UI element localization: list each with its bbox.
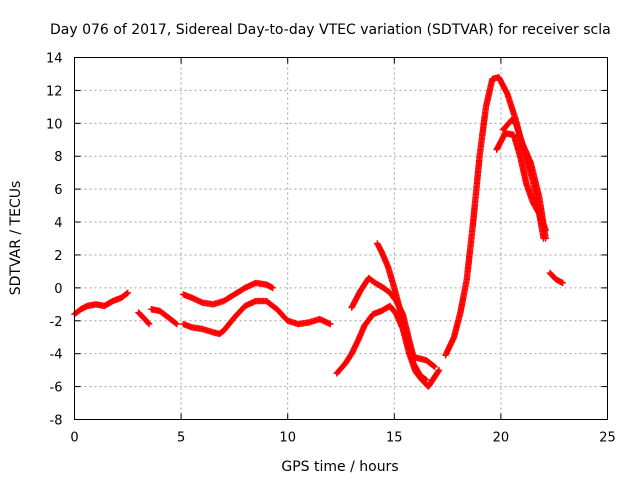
data-point xyxy=(435,366,443,374)
series-arc-11 xyxy=(499,116,549,242)
chart-title: Day 076 of 2017, Sidereal Day-to-day VTE… xyxy=(50,22,611,38)
data-point xyxy=(172,320,179,327)
y-tick-label: -6 xyxy=(50,381,63,396)
x-tick-label: 5 xyxy=(177,431,185,446)
y-axis-label: SDTVAR / TECUs xyxy=(8,181,24,296)
y-tick-label: -2 xyxy=(50,315,63,330)
x-tick-label: 20 xyxy=(493,431,510,446)
data-point xyxy=(145,320,153,328)
data-point xyxy=(123,290,130,297)
series-arc-3 xyxy=(148,306,181,328)
series-arc-6 xyxy=(333,302,443,390)
x-axis-label: GPS time / hours xyxy=(281,459,398,475)
y-tick-label: 8 xyxy=(54,150,62,165)
data-point xyxy=(430,362,437,370)
y-tick-label: 10 xyxy=(46,117,63,132)
data-points xyxy=(71,74,566,390)
data-point xyxy=(542,235,549,242)
data-point xyxy=(435,368,442,375)
y-tick-label: 6 xyxy=(54,183,62,198)
data-point xyxy=(422,375,429,383)
axis-ticks: 0 5 10 15 20 25 -8 -6 -4 -2 0 2 4 6 8 10 12 14 xyxy=(46,52,616,446)
y-tick-label: -4 xyxy=(50,348,63,363)
series-arc-2 xyxy=(135,309,153,328)
series-arc-4 xyxy=(180,279,276,308)
data-point xyxy=(431,363,439,371)
y-tick-label: 2 xyxy=(54,249,62,264)
y-tick-label: 4 xyxy=(54,216,62,231)
y-tick-label: 14 xyxy=(46,52,63,67)
data-point xyxy=(124,289,131,296)
x-tick-label: 25 xyxy=(599,431,616,446)
y-tick-label: -8 xyxy=(50,414,63,429)
data-point xyxy=(145,319,152,327)
data-point xyxy=(327,320,334,328)
x-tick-label: 15 xyxy=(386,431,403,446)
series-arc-12 xyxy=(546,269,566,287)
y-tick-label: 0 xyxy=(54,282,62,297)
series-arc-9 xyxy=(442,74,547,359)
plot-frame xyxy=(74,57,608,420)
series-arc-8 xyxy=(374,240,430,384)
data-point xyxy=(423,376,430,384)
series-arc-1 xyxy=(71,289,131,318)
y-tick-label: 12 xyxy=(46,84,63,99)
data-point xyxy=(173,320,181,328)
data-point xyxy=(269,284,276,292)
series-arc-5 xyxy=(180,297,334,338)
x-tick-label: 0 xyxy=(70,431,78,446)
grid-lines xyxy=(74,57,608,420)
data-point xyxy=(559,279,566,287)
x-tick-label: 10 xyxy=(279,431,296,446)
